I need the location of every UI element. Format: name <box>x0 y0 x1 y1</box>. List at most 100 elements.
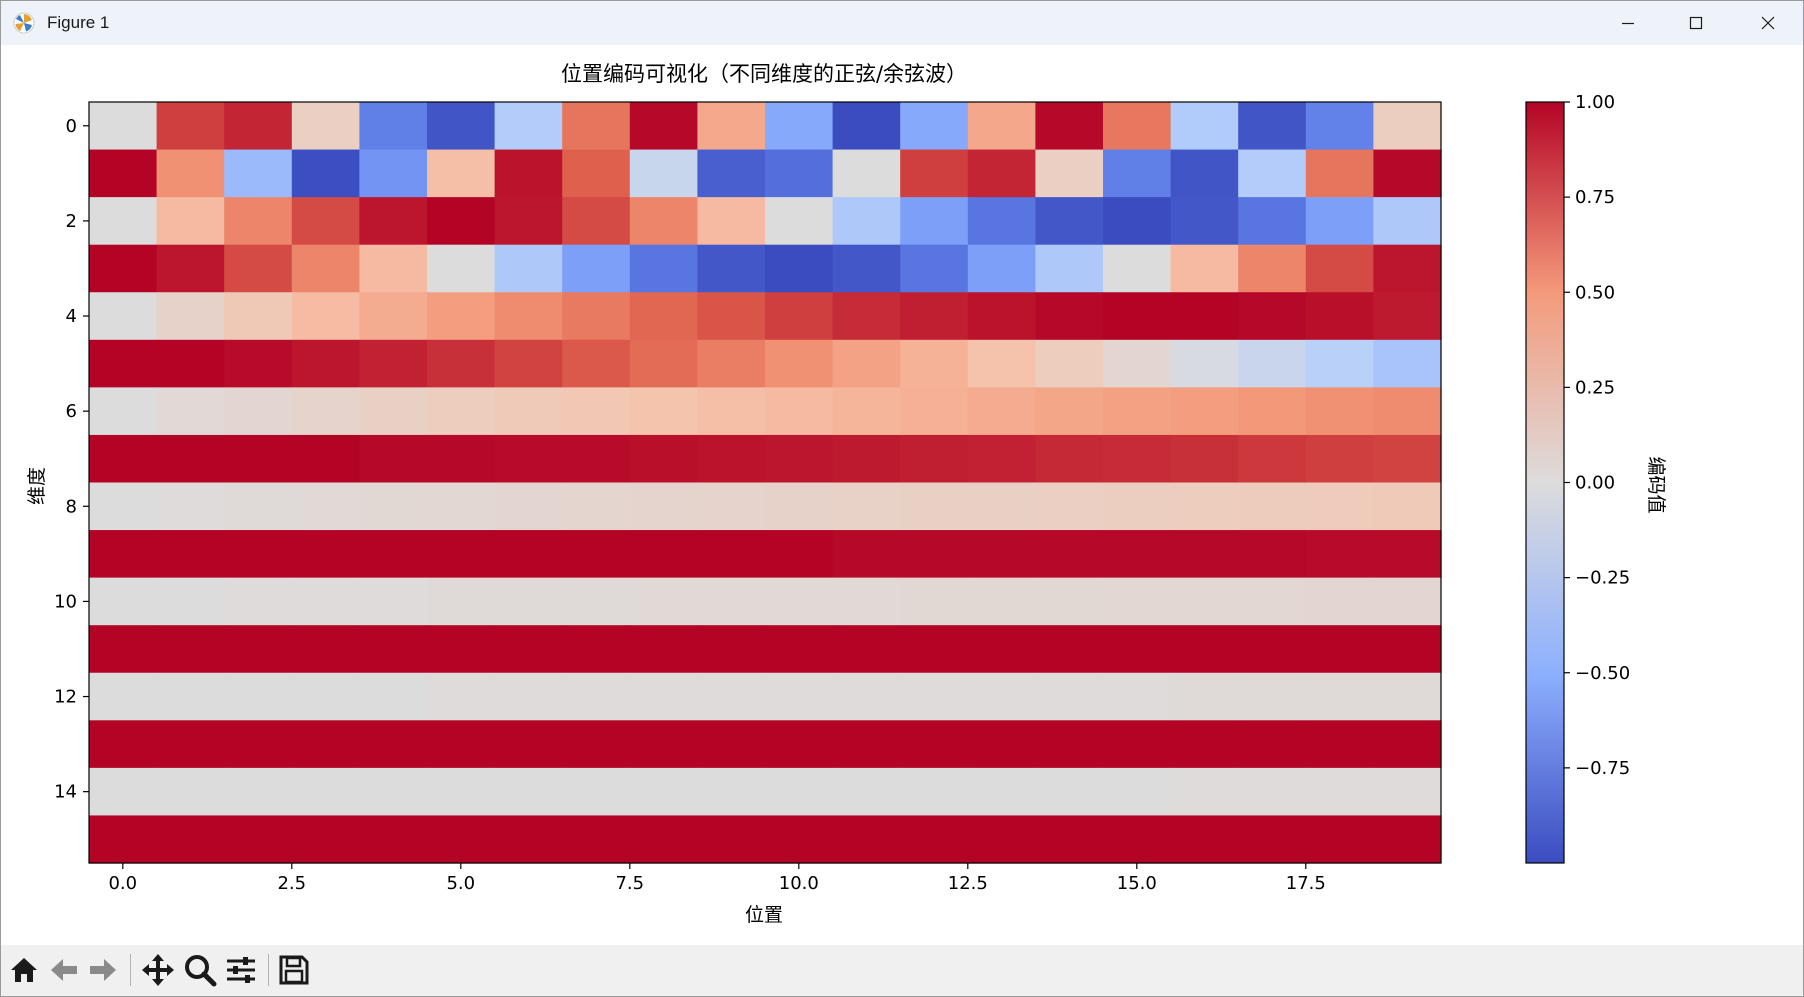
heatmap-cell <box>1170 530 1239 579</box>
heatmap-cell <box>1305 102 1374 151</box>
heatmap-cell <box>156 339 225 388</box>
heatmap-cell <box>89 672 158 721</box>
heatmap-cell <box>1170 102 1239 151</box>
heatmap-cell <box>359 197 428 246</box>
heatmap-cell <box>1035 149 1104 198</box>
heatmap-cell <box>359 434 428 484</box>
maximize-button[interactable] <box>1663 1 1729 45</box>
heatmap-cell <box>900 530 969 579</box>
heatmap-cell <box>156 815 225 864</box>
heatmap-cell <box>629 767 698 817</box>
heatmap-cell <box>629 672 698 721</box>
heatmap-cell <box>967 482 1036 531</box>
heatmap-cell <box>697 197 766 246</box>
heatmap-cell <box>765 387 834 436</box>
heatmap-cell <box>1035 625 1104 674</box>
heatmap-cell <box>900 339 969 388</box>
x-tick-label: 15.0 <box>1117 873 1157 894</box>
heatmap-cell <box>629 482 698 531</box>
heatmap-cell <box>1373 339 1442 388</box>
heatmap-cell <box>291 720 360 769</box>
heatmap-cell <box>697 102 766 151</box>
heatmap-cell <box>89 577 158 626</box>
heatmap-cell <box>291 625 360 674</box>
heatmap-cell <box>629 102 698 151</box>
heatmap-cell <box>832 672 901 721</box>
x-axis-ticks: 0.0 2.5 5.0 7.5 10.0 12.5 15.0 17.5 <box>108 863 1326 894</box>
back-button[interactable] <box>45 951 83 989</box>
heatmap-cell <box>629 530 698 579</box>
pan-button[interactable] <box>139 951 177 989</box>
zoom-button[interactable] <box>181 951 219 989</box>
heatmap-cell <box>765 625 834 674</box>
heatmap-cell <box>156 102 225 151</box>
heatmap-cell <box>427 720 496 769</box>
figure-canvas[interactable]: 位置编码可视化（不同维度的正弦/余弦波） 0.0 2.5 5.0 7.5 10.0 12.… <box>1 45 1803 945</box>
home-button[interactable] <box>5 951 43 989</box>
heatmap-cell <box>1373 244 1442 293</box>
heatmap-cell <box>1305 482 1374 531</box>
heatmap-cell <box>562 815 631 864</box>
heatmap-cell <box>765 434 834 484</box>
toolbar-separator <box>268 954 269 986</box>
heatmap-cell <box>1305 292 1374 341</box>
y-tick-label: 10 <box>54 591 77 612</box>
heatmap-cell <box>1238 387 1307 436</box>
heatmap-cell <box>427 292 496 341</box>
heatmap-cell <box>765 292 834 341</box>
heatmap-cell <box>1238 339 1307 388</box>
heatmap-cell <box>1103 720 1172 769</box>
colorbar-label: 编码值 <box>1645 456 1667 513</box>
heatmap-cell <box>1373 102 1442 151</box>
heatmap-cell <box>629 197 698 246</box>
heatmap-cell <box>1103 625 1172 674</box>
heatmap-cell <box>562 244 631 293</box>
heatmap-cell <box>629 244 698 293</box>
heatmap-cell <box>427 102 496 151</box>
colorbar <box>1525 101 1565 864</box>
heatmap-cell <box>562 530 631 579</box>
heatmap-cell <box>765 244 834 293</box>
heatmap-cell <box>967 815 1036 864</box>
heatmap-cell <box>427 197 496 246</box>
heatmap-cell <box>359 577 428 626</box>
plot-frame <box>88 101 1442 864</box>
title-bar[interactable]: Figure 1 <box>1 1 1803 45</box>
heatmap-cell <box>89 197 158 246</box>
heatmap-cell <box>494 149 563 198</box>
save-button[interactable] <box>275 951 313 989</box>
heatmap-cell <box>1238 672 1307 721</box>
minimize-button[interactable] <box>1595 1 1661 45</box>
heatmap-cell <box>224 244 293 293</box>
heatmap-cell <box>359 815 428 864</box>
heatmap-cell <box>1035 434 1104 484</box>
heatmap-cell <box>1035 577 1104 626</box>
heatmap-cell <box>1373 387 1442 436</box>
heatmap-cell <box>1103 482 1172 531</box>
heatmap-cell <box>1373 720 1442 769</box>
heatmap-cell <box>832 339 901 388</box>
heatmap-cell <box>765 815 834 864</box>
y-tick-label: 0 <box>66 116 77 137</box>
heatmap-cell <box>359 672 428 721</box>
heatmap-cell <box>359 625 428 674</box>
configure-subplots-button[interactable] <box>222 951 260 989</box>
heatmap-cell <box>156 577 225 626</box>
heatmap-cell <box>494 577 563 626</box>
colorbar-tick-label: −0.25 <box>1575 568 1630 589</box>
close-button[interactable] <box>1735 1 1801 45</box>
heatmap-cell <box>224 530 293 579</box>
heatmap-cell <box>427 244 496 293</box>
heatmap-cell <box>1373 530 1442 579</box>
heatmap-cell <box>1103 197 1172 246</box>
heatmap-cell <box>1170 339 1239 388</box>
maximize-icon <box>1689 16 1703 30</box>
heatmap-cell <box>494 530 563 579</box>
heatmap-cell <box>832 815 901 864</box>
heatmap-cell <box>494 720 563 769</box>
heatmap-cell <box>562 149 631 198</box>
minimize-icon <box>1622 22 1634 25</box>
heatmap-cell <box>967 102 1036 151</box>
heatmap-cell <box>494 767 563 817</box>
forward-button[interactable] <box>84 951 122 989</box>
